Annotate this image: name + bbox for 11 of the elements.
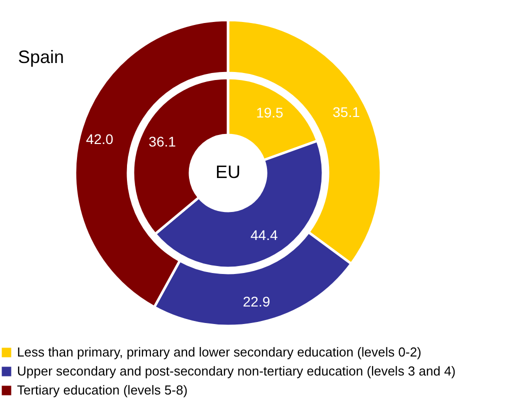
data-label: 22.9 [242,293,270,310]
legend-label: Tertiary education (levels 5-8) [17,382,188,398]
data-label: 36.1 [148,133,176,150]
data-label: 42.0 [86,131,114,148]
slice-label: Spain [18,47,64,67]
legend-label: Upper secondary and post-secondary non-tertiary education (levels 3 and 4) [17,364,456,378]
data-label: 44.4 [250,226,278,243]
data-label: 19.5 [256,104,284,121]
slice-label: EU [215,162,241,182]
legend-label: Less than primary, primary and lower secondary education (levels 0-2) [17,344,422,360]
data-label: 35.1 [332,104,360,120]
